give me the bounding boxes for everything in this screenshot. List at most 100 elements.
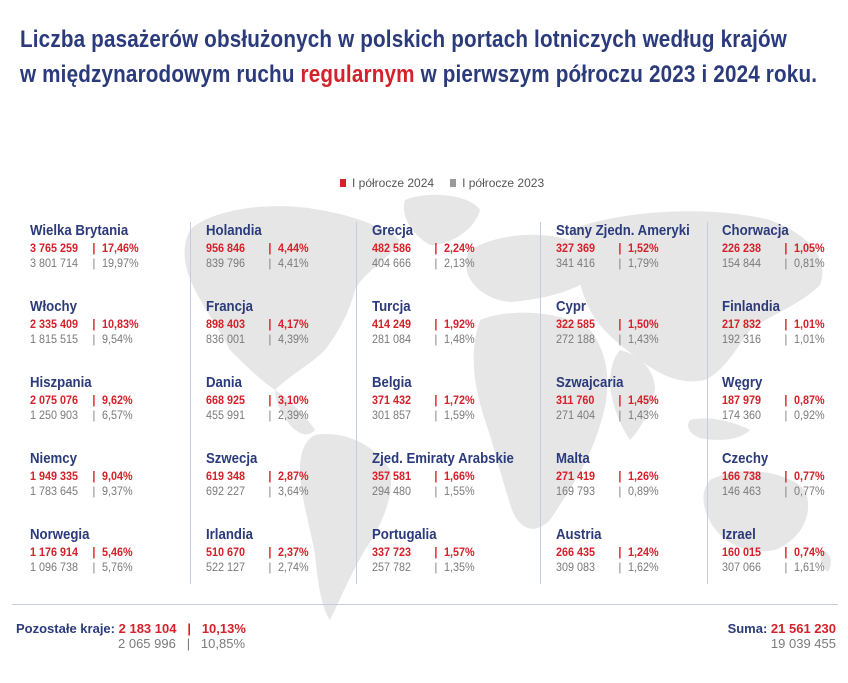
value-2024: 482 586 xyxy=(372,241,412,255)
title-line-2-end: w pierwszym półroczu 2023 i 2024 roku. xyxy=(414,61,818,88)
percent-2024: 9,04% xyxy=(102,469,133,483)
country-name: Czechy xyxy=(722,450,769,467)
percent-2024: 1,57% xyxy=(444,545,475,559)
separator-2023: | xyxy=(618,484,622,498)
value-2024: 160 015 xyxy=(722,545,762,559)
country-cell: Izrael 160 015 | 0,74% 307 066 | 1,61% xyxy=(722,526,848,602)
others-2024-row: Pozostałe kraje: 2 183 104 | 10,13% xyxy=(16,621,246,636)
country-cell: Grecja 482 586 | 2,24% 404 666 | 2,13% xyxy=(372,222,532,298)
row-2024: 668 925 | 3,10% xyxy=(206,393,350,407)
separator-2024: | xyxy=(784,241,788,255)
row-2023: 301 857 | 1,59% xyxy=(372,408,516,422)
value-2023: 404 666 xyxy=(372,256,412,270)
row-2023: 692 227 | 3,64% xyxy=(206,484,350,498)
value-2023: 271 404 xyxy=(556,408,596,422)
others-2023-row: 2 065 996 | 10,85% xyxy=(16,636,246,651)
country-cell: Stany Zjedn. Ameryki 327 369 | 1,52% 341 416… xyxy=(556,222,716,298)
country-name: Chorwacja xyxy=(722,222,789,239)
country-cell: Austria 266 435 | 1,24% 309 083 | 1,62% xyxy=(556,526,716,602)
value-2023: 169 793 xyxy=(556,484,596,498)
legend-swatch-2023 xyxy=(450,179,457,187)
row-2024: 357 581 | 1,66% xyxy=(372,469,516,483)
row-2024: 2 335 409 | 10,83% xyxy=(30,317,174,331)
row-2023: 404 666 | 2,13% xyxy=(372,256,516,270)
value-2024: 414 249 xyxy=(372,317,412,331)
separator-2023: | xyxy=(434,560,438,574)
country-cell: Holandia 956 846 | 4,44% 839 796 | 4,41% xyxy=(206,222,366,298)
country-cell: Finlandia 217 832 | 1,01% 192 316 | 1,01% xyxy=(722,298,848,374)
percent-2024: 2,37% xyxy=(278,545,309,559)
separator-2023: | xyxy=(92,484,96,498)
row-2024: 187 979 | 0,87% xyxy=(722,393,848,407)
title-line-2: w międzynarodowym ruchu regularnym w pie… xyxy=(20,57,817,92)
percent-2024: 2,87% xyxy=(278,469,309,483)
separator-2024: | xyxy=(618,317,622,331)
row-2023: 169 793 | 0,89% xyxy=(556,484,700,498)
country-name: Cypr xyxy=(556,298,587,315)
value-2023: 1 815 515 xyxy=(30,332,79,346)
percent-2024: 4,44% xyxy=(278,241,309,255)
legend-item-2023: I półrocze 2023 xyxy=(450,176,544,190)
value-2023: 192 316 xyxy=(722,332,762,346)
separator-2023: | xyxy=(618,408,622,422)
percent-2023: 6,57% xyxy=(102,408,133,422)
country-name: Izrael xyxy=(722,526,756,543)
total-2023-row: 19 039 455 xyxy=(728,636,836,651)
percent-2023: 0,77% xyxy=(794,484,825,498)
separator-2024: | xyxy=(618,241,622,255)
separator-2024: | xyxy=(268,545,272,559)
country-cell: Irlandia 510 670 | 2,37% 522 127 | 2,74% xyxy=(206,526,366,602)
row-2024: 619 348 | 2,87% xyxy=(206,469,350,483)
country-name: Francja xyxy=(206,298,253,315)
value-2024: 2 075 076 xyxy=(30,393,79,407)
country-column: Grecja 482 586 | 2,24% 404 666 | 2,13% Turcja 41… xyxy=(372,222,532,584)
row-2023: 836 001 | 4,39% xyxy=(206,332,350,346)
row-2024: 217 832 | 1,01% xyxy=(722,317,848,331)
row-2023: 307 066 | 1,61% xyxy=(722,560,848,574)
others-separator-2023: | xyxy=(179,636,198,651)
value-2023: 257 782 xyxy=(372,560,412,574)
separator-2023: | xyxy=(434,332,438,346)
separator-2023: | xyxy=(618,560,622,574)
separator-2023: | xyxy=(434,408,438,422)
chart-legend: I półrocze 2024 I półrocze 2023 xyxy=(340,176,544,190)
row-2023: 281 084 | 1,48% xyxy=(372,332,516,346)
percent-2023: 1,01% xyxy=(794,332,825,346)
country-cell: Norwegia 1 176 914 | 5,46% 1 096 738 | 5,76% xyxy=(30,526,190,602)
separator-2023: | xyxy=(268,332,272,346)
separator-2024: | xyxy=(434,393,438,407)
separator-2023: | xyxy=(784,484,788,498)
country-cell: Turcja 414 249 | 1,92% 281 084 | 1,48% xyxy=(372,298,532,374)
percent-2024: 17,46% xyxy=(102,241,139,255)
separator-2024: | xyxy=(92,393,96,407)
value-2024: 322 585 xyxy=(556,317,596,331)
country-column: Chorwacja 226 238 | 1,05% 154 844 | 0,81% Finla… xyxy=(722,222,848,584)
value-2024: 2 335 409 xyxy=(30,317,79,331)
country-name: Wielka Brytania xyxy=(30,222,129,239)
value-2023: 294 480 xyxy=(372,484,412,498)
row-2024: 1 949 335 | 9,04% xyxy=(30,469,174,483)
country-cell: Hiszpania 2 075 076 | 9,62% 1 250 903 | 6,57% xyxy=(30,374,190,450)
others-value-2023: 2 065 996 xyxy=(118,636,176,651)
row-2024: 3 765 259 | 17,46% xyxy=(30,241,174,255)
value-2023: 309 083 xyxy=(556,560,596,574)
row-2024: 414 249 | 1,92% xyxy=(372,317,516,331)
separator-2023: | xyxy=(784,560,788,574)
percent-2024: 5,46% xyxy=(102,545,133,559)
separator-2024: | xyxy=(434,469,438,483)
percent-2023: 1,43% xyxy=(628,332,659,346)
percent-2024: 1,24% xyxy=(628,545,659,559)
percent-2023: 1,48% xyxy=(444,332,475,346)
country-cell: Węgry 187 979 | 0,87% 174 360 | 0,92% xyxy=(722,374,848,450)
row-2024: 322 585 | 1,50% xyxy=(556,317,700,331)
percent-2023: 0,81% xyxy=(794,256,825,270)
country-cell: Francja 898 403 | 4,17% 836 001 | 4,39% xyxy=(206,298,366,374)
percent-2024: 0,77% xyxy=(794,469,825,483)
value-2023: 146 463 xyxy=(722,484,762,498)
separator-2023: | xyxy=(434,256,438,270)
separator-2023: | xyxy=(92,560,96,574)
chart-title: Liczba pasażerów obsłużonych w polskich … xyxy=(20,22,817,92)
row-2023: 1 815 515 | 9,54% xyxy=(30,332,174,346)
percent-2023: 1,62% xyxy=(628,560,659,574)
value-2024: 1 949 335 xyxy=(30,469,79,483)
